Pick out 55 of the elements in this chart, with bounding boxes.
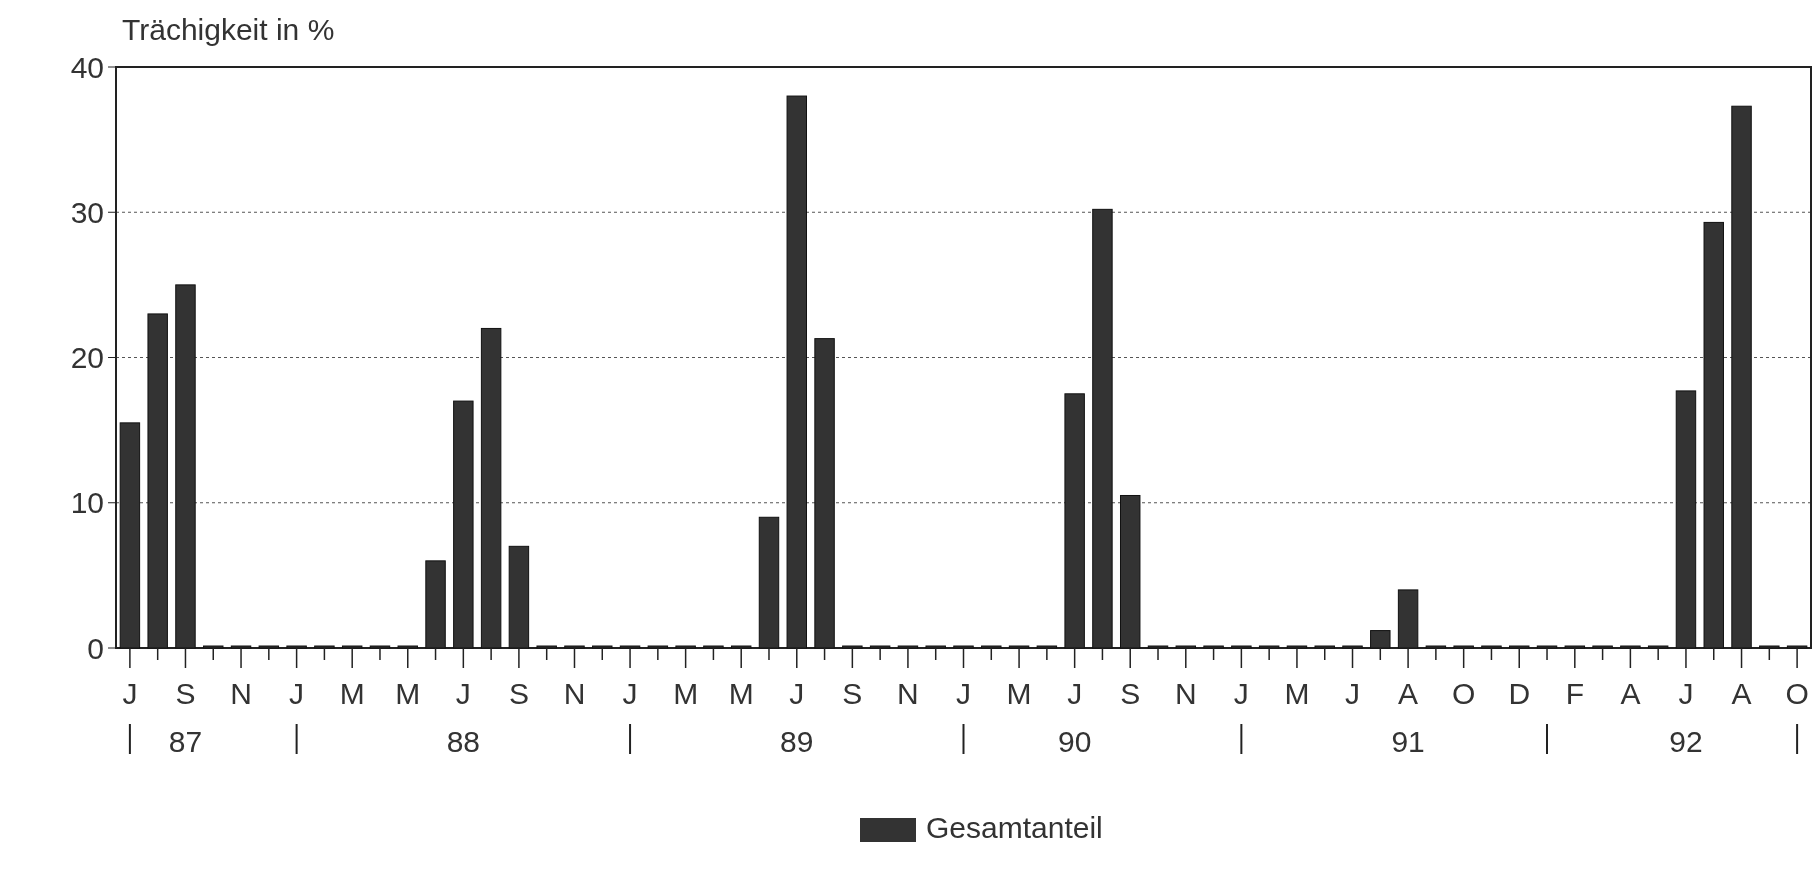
x-tick-label: F bbox=[1565, 677, 1584, 710]
x-tick-label: N bbox=[563, 677, 586, 710]
x-tick-label: S bbox=[508, 677, 529, 710]
x-tick-label: J bbox=[622, 677, 638, 710]
bar bbox=[814, 338, 835, 649]
x-tick-label: S bbox=[1120, 677, 1141, 710]
x-tick-label: J bbox=[289, 677, 305, 710]
x-tick-label: S bbox=[842, 677, 863, 710]
y-tick-label: 20 bbox=[70, 341, 104, 374]
x-tick-label: D bbox=[1508, 677, 1531, 710]
bar bbox=[119, 422, 141, 649]
x-tick-label: M bbox=[728, 677, 754, 710]
bar bbox=[1064, 393, 1085, 649]
bar bbox=[1703, 221, 1724, 649]
x-tick-label: J bbox=[122, 677, 138, 710]
x-tick-label: M bbox=[1006, 677, 1032, 710]
bar bbox=[786, 95, 807, 649]
legend-label: Gesamtanteil bbox=[926, 811, 1103, 844]
bar bbox=[508, 545, 530, 649]
x-tick-label: J bbox=[1233, 677, 1249, 710]
bar bbox=[1120, 494, 1141, 649]
x-tick-label: N bbox=[897, 677, 919, 710]
bar bbox=[147, 313, 168, 649]
x-tick-label: J bbox=[1345, 677, 1361, 710]
x-tick-label: J 92 bbox=[1669, 677, 1703, 758]
bar bbox=[425, 560, 446, 649]
bar bbox=[480, 327, 502, 649]
x-tick-label: S 87 bbox=[168, 677, 203, 758]
x-tick-label: J bbox=[956, 677, 971, 710]
x-tick-label: O bbox=[1785, 677, 1809, 710]
bar bbox=[1397, 589, 1419, 649]
y-axis-title: Trächigkeit in % bbox=[122, 13, 335, 46]
bar bbox=[453, 400, 474, 649]
y-tick-label: 30 bbox=[70, 195, 104, 229]
x-tick-label: M bbox=[339, 677, 365, 710]
bar bbox=[758, 516, 780, 649]
x-tick-label: A 91 bbox=[1391, 677, 1425, 758]
bar bbox=[1675, 390, 1697, 649]
x-tick-label: J 89 bbox=[780, 677, 814, 758]
x-tick-label: M bbox=[673, 677, 699, 710]
y-tick-label: 40 bbox=[70, 50, 104, 84]
x-tick-label: N bbox=[1174, 677, 1197, 710]
x-tick-label: J 88 bbox=[446, 677, 481, 758]
y-tick-label: 0 bbox=[87, 631, 104, 665]
x-tick-label: J 90 bbox=[1057, 677, 1092, 758]
x-tick-label: A bbox=[1620, 677, 1641, 710]
y-tick-label: 10 bbox=[70, 486, 104, 520]
x-tick-label: M bbox=[395, 677, 421, 710]
x-tick-label: O bbox=[1451, 677, 1476, 710]
x-tick-label: M bbox=[1284, 677, 1310, 710]
x-tick-label: A bbox=[1731, 677, 1752, 710]
bar bbox=[1731, 105, 1752, 649]
x-tick-label: N bbox=[230, 677, 252, 710]
bar bbox=[175, 284, 196, 649]
bar bbox=[1092, 208, 1113, 649]
